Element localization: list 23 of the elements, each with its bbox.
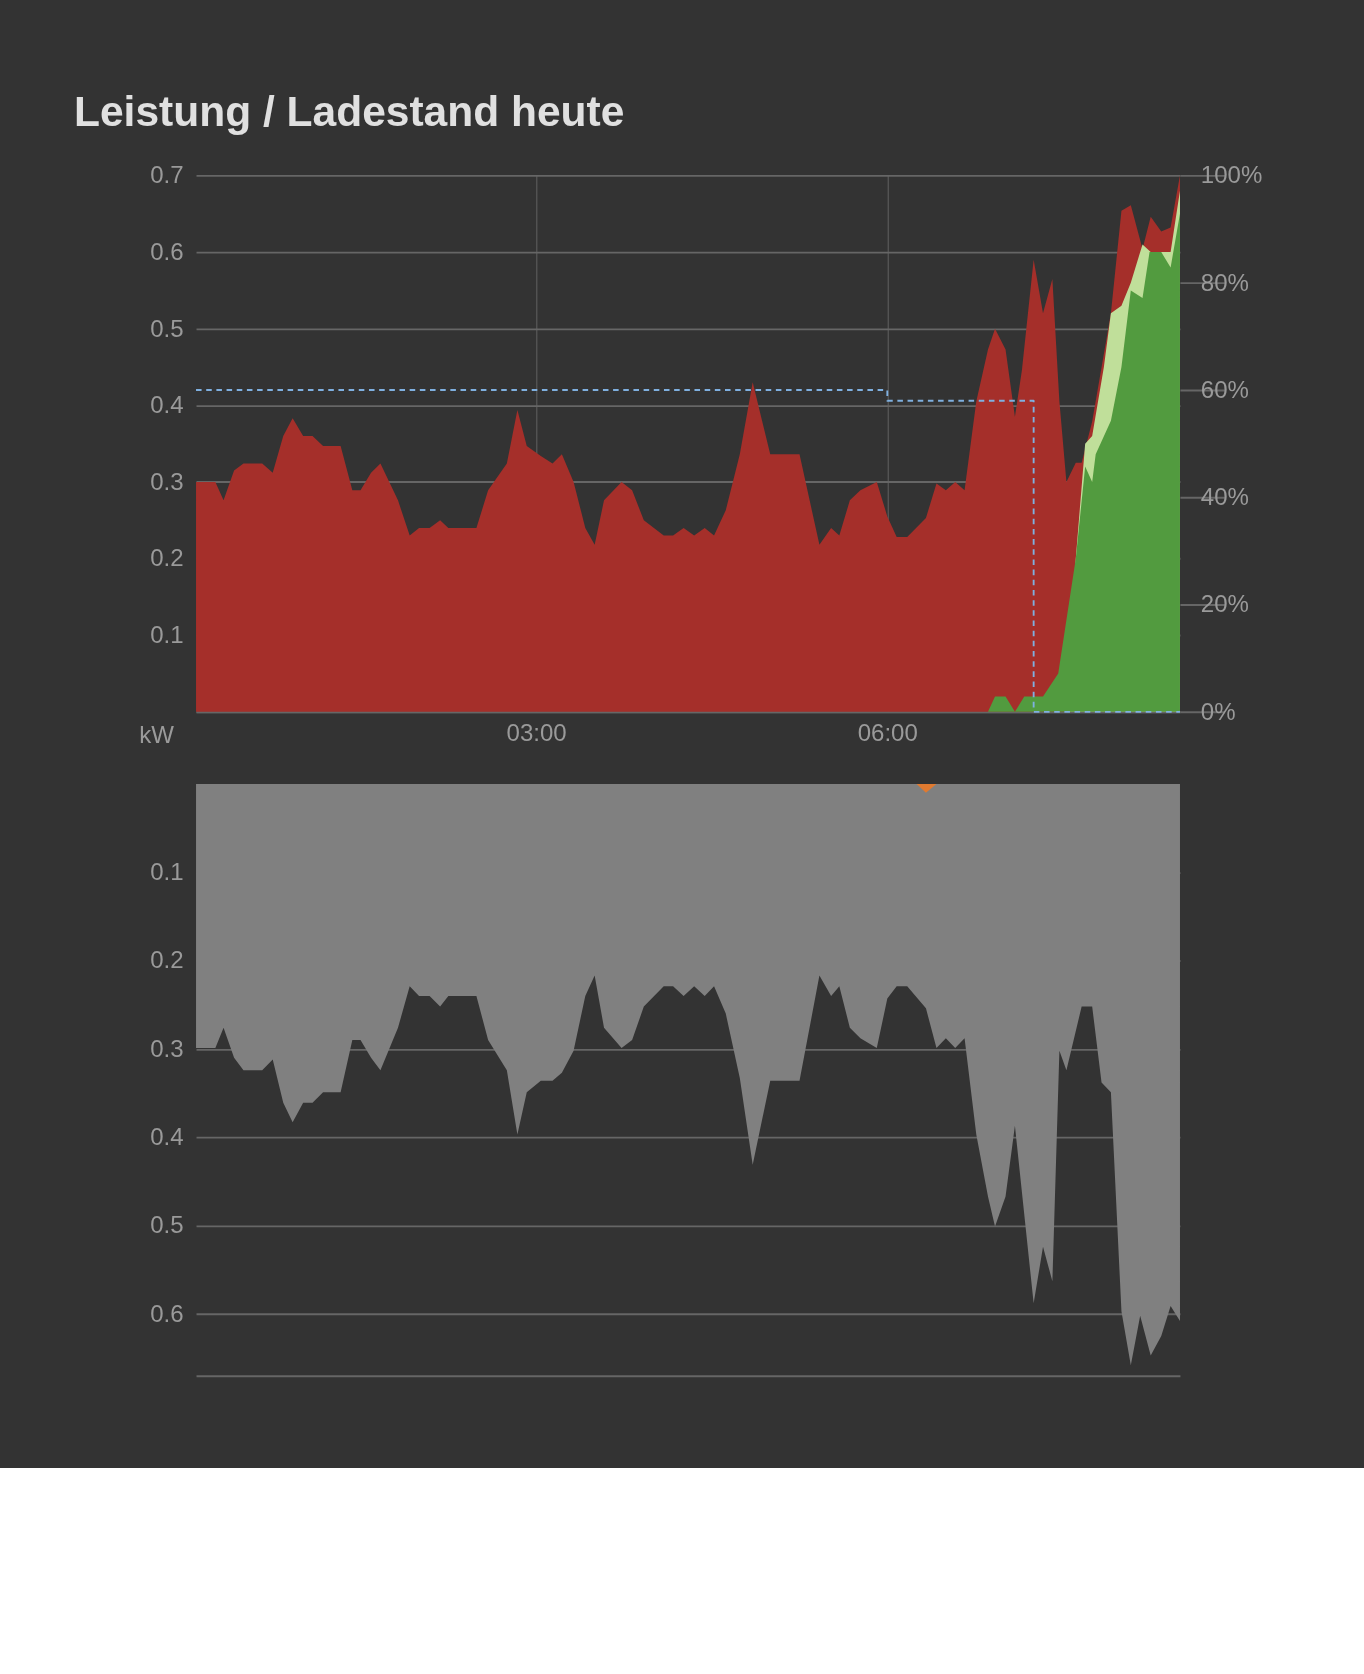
x-tick-label: 06:00 bbox=[857, 718, 918, 746]
y2-tick-label: 40% bbox=[1200, 483, 1249, 511]
y2-tick-label: 80% bbox=[1200, 268, 1249, 296]
y-tick-label: 0.5 bbox=[150, 1211, 184, 1239]
y-tick-label: 0.1 bbox=[150, 621, 184, 649]
chart-title: Leistung / Ladestand heute bbox=[73, 87, 625, 136]
y-tick-label: 0.7 bbox=[150, 161, 184, 189]
y-tick-label: 0.6 bbox=[150, 237, 184, 265]
y-tick-label: 0.3 bbox=[150, 467, 184, 495]
y-axis-title: kW bbox=[139, 720, 175, 748]
y2-tick-label: 0% bbox=[1200, 697, 1236, 725]
y-tick-label: 0.5 bbox=[150, 314, 184, 342]
y-tick-label: 0.6 bbox=[150, 1299, 184, 1327]
y-tick-label: 0.4 bbox=[150, 391, 184, 419]
y-tick-label: 0.2 bbox=[150, 946, 184, 974]
y2-tick-label: 100% bbox=[1200, 161, 1263, 189]
y-tick-label: 0.3 bbox=[150, 1034, 184, 1062]
y2-tick-label: 60% bbox=[1200, 375, 1249, 403]
x-tick-label: 03:00 bbox=[506, 718, 567, 746]
y-tick-label: 0.1 bbox=[150, 858, 184, 886]
y2-tick-label: 20% bbox=[1200, 590, 1249, 618]
y-tick-label: 0.4 bbox=[150, 1123, 184, 1151]
y-tick-label: 0.2 bbox=[150, 544, 184, 572]
